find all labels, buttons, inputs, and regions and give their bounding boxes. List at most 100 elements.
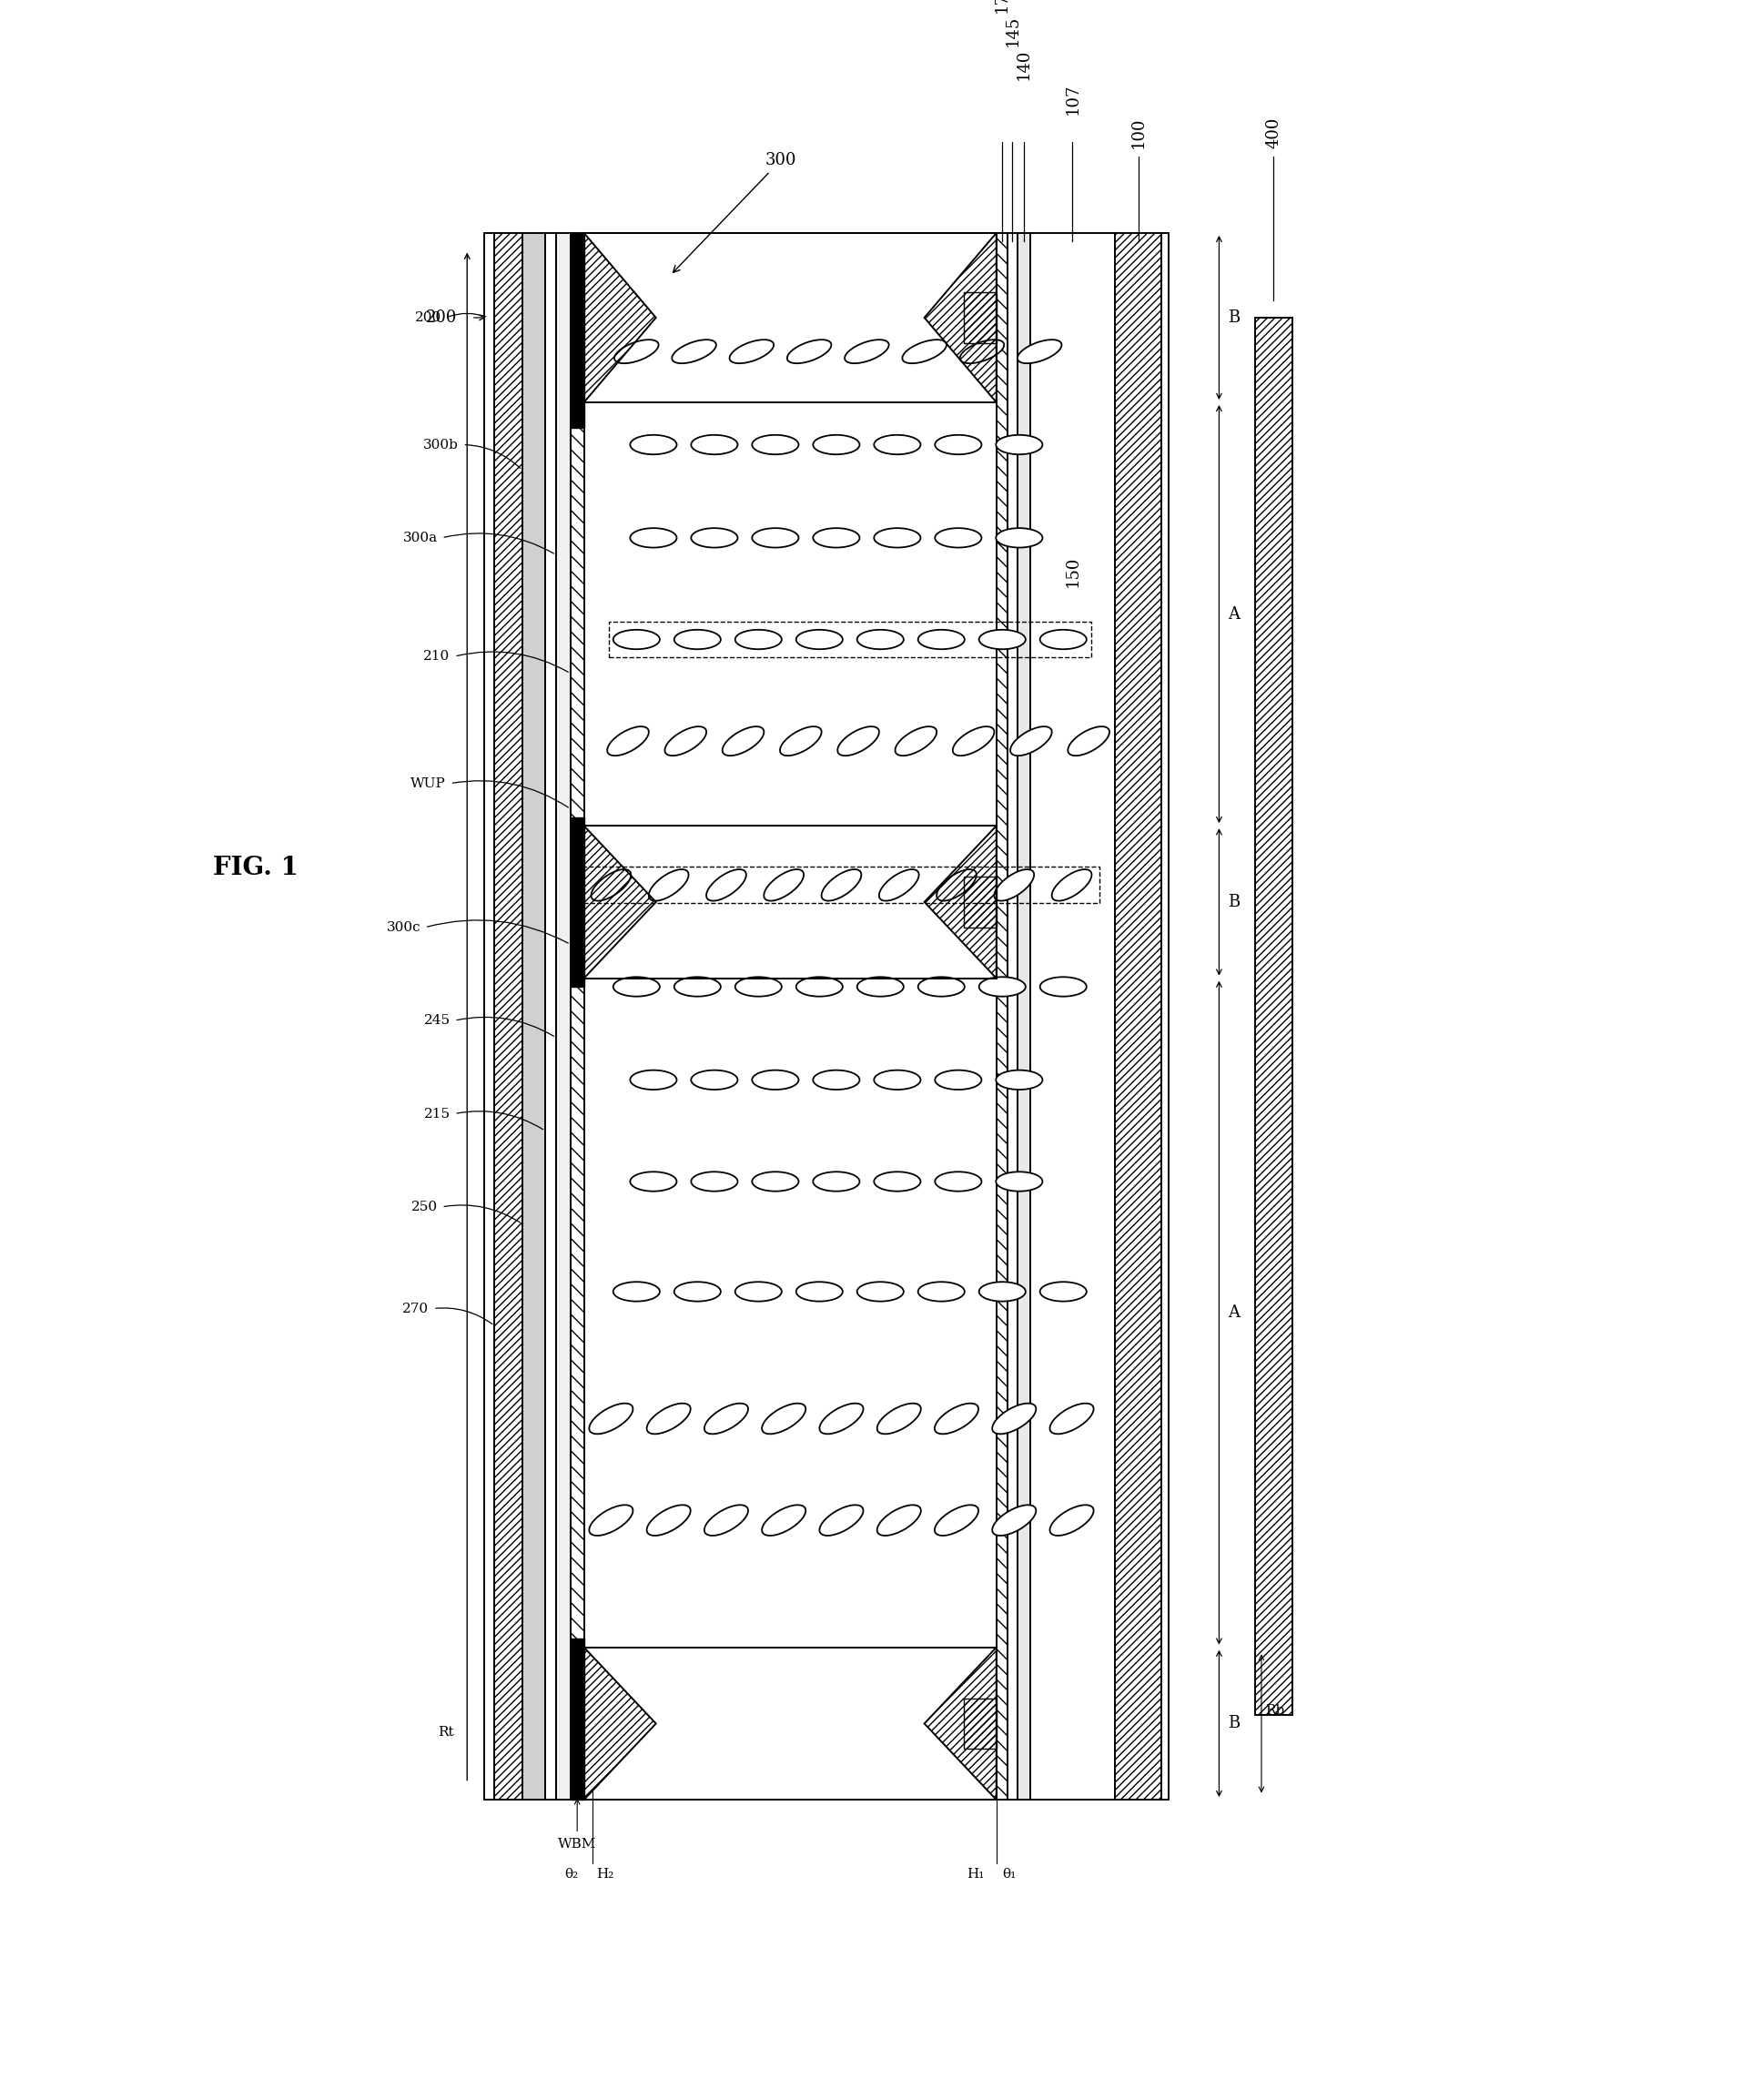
- Ellipse shape: [787, 340, 831, 363]
- Ellipse shape: [591, 869, 631, 901]
- Text: 200: 200: [415, 311, 441, 323]
- Ellipse shape: [796, 1281, 841, 1302]
- Ellipse shape: [873, 1172, 920, 1191]
- Ellipse shape: [761, 1506, 805, 1535]
- Ellipse shape: [935, 869, 976, 901]
- Ellipse shape: [1050, 869, 1090, 901]
- Ellipse shape: [664, 727, 706, 756]
- Bar: [608, 622, 1090, 657]
- Ellipse shape: [730, 340, 773, 363]
- Text: Rt: Rt: [437, 1726, 453, 1739]
- Text: 200: 200: [425, 309, 456, 325]
- Ellipse shape: [991, 1403, 1035, 1434]
- Bar: [570, 817, 584, 987]
- Text: WBM: WBM: [557, 1838, 596, 1850]
- Bar: [523, 233, 545, 1800]
- Text: 100: 100: [1129, 118, 1146, 149]
- Ellipse shape: [648, 869, 688, 901]
- Ellipse shape: [979, 630, 1024, 649]
- Text: 215: 215: [423, 1107, 449, 1119]
- Ellipse shape: [735, 1281, 780, 1302]
- Text: 140: 140: [1016, 48, 1031, 80]
- Ellipse shape: [631, 1172, 676, 1191]
- Bar: [495, 233, 523, 1800]
- Ellipse shape: [845, 340, 888, 363]
- Ellipse shape: [878, 869, 918, 901]
- Bar: [1007, 233, 1017, 1800]
- Ellipse shape: [692, 1071, 737, 1090]
- Bar: [584, 867, 1099, 903]
- Ellipse shape: [857, 1281, 902, 1302]
- Text: θ₁: θ₁: [1002, 1867, 1016, 1880]
- Bar: [1254, 317, 1293, 1716]
- Ellipse shape: [751, 435, 798, 454]
- Ellipse shape: [812, 1172, 859, 1191]
- Ellipse shape: [674, 977, 721, 998]
- Bar: [963, 1699, 996, 1749]
- Ellipse shape: [918, 630, 963, 649]
- Bar: [1030, 233, 1115, 1800]
- Bar: [484, 233, 495, 1800]
- Bar: [570, 233, 584, 428]
- Ellipse shape: [761, 1403, 805, 1434]
- Text: 150: 150: [1064, 556, 1080, 588]
- Ellipse shape: [873, 527, 920, 548]
- Text: B: B: [1226, 895, 1239, 909]
- Ellipse shape: [812, 435, 859, 454]
- Ellipse shape: [991, 1506, 1035, 1535]
- Ellipse shape: [838, 727, 878, 756]
- Ellipse shape: [934, 1506, 977, 1535]
- Bar: [963, 292, 996, 342]
- Text: FIG. 1: FIG. 1: [213, 857, 298, 880]
- Ellipse shape: [873, 1071, 920, 1090]
- Ellipse shape: [1040, 630, 1085, 649]
- Text: Rb: Rb: [1265, 1705, 1284, 1718]
- Text: 170: 170: [993, 0, 1010, 13]
- Ellipse shape: [979, 1281, 1024, 1302]
- Bar: [1017, 233, 1030, 1800]
- Text: 300b: 300b: [423, 439, 458, 452]
- Ellipse shape: [692, 435, 737, 454]
- Ellipse shape: [606, 727, 648, 756]
- Text: 270: 270: [402, 1302, 429, 1315]
- Ellipse shape: [1017, 340, 1061, 363]
- Bar: [1160, 233, 1167, 1800]
- Ellipse shape: [934, 1172, 981, 1191]
- Ellipse shape: [1040, 977, 1085, 998]
- Ellipse shape: [819, 1506, 862, 1535]
- Text: B: B: [1226, 309, 1239, 325]
- Ellipse shape: [613, 340, 658, 363]
- Text: A: A: [1226, 1304, 1239, 1321]
- Ellipse shape: [589, 1506, 632, 1535]
- Ellipse shape: [704, 1403, 747, 1434]
- Bar: [545, 233, 556, 1800]
- Ellipse shape: [1049, 1506, 1092, 1535]
- Bar: [556, 233, 570, 1800]
- Text: 210: 210: [423, 651, 449, 664]
- Ellipse shape: [613, 977, 660, 998]
- Text: 245: 245: [423, 1014, 449, 1027]
- Ellipse shape: [820, 869, 861, 901]
- Text: 300c: 300c: [387, 922, 420, 934]
- Ellipse shape: [751, 1172, 798, 1191]
- Ellipse shape: [934, 1071, 981, 1090]
- Ellipse shape: [613, 1281, 660, 1302]
- Ellipse shape: [646, 1506, 690, 1535]
- Text: 145: 145: [1003, 15, 1021, 46]
- Ellipse shape: [672, 340, 716, 363]
- Ellipse shape: [918, 1281, 963, 1302]
- Ellipse shape: [751, 527, 798, 548]
- Ellipse shape: [721, 727, 763, 756]
- Text: B: B: [1226, 1716, 1239, 1732]
- Bar: [1115, 233, 1160, 1800]
- Ellipse shape: [934, 435, 981, 454]
- Ellipse shape: [631, 1071, 676, 1090]
- Text: 250: 250: [411, 1201, 437, 1214]
- Ellipse shape: [674, 630, 721, 649]
- Ellipse shape: [613, 630, 660, 649]
- Ellipse shape: [796, 977, 841, 998]
- Ellipse shape: [873, 435, 920, 454]
- Ellipse shape: [993, 869, 1033, 901]
- Ellipse shape: [674, 1281, 721, 1302]
- Ellipse shape: [631, 435, 676, 454]
